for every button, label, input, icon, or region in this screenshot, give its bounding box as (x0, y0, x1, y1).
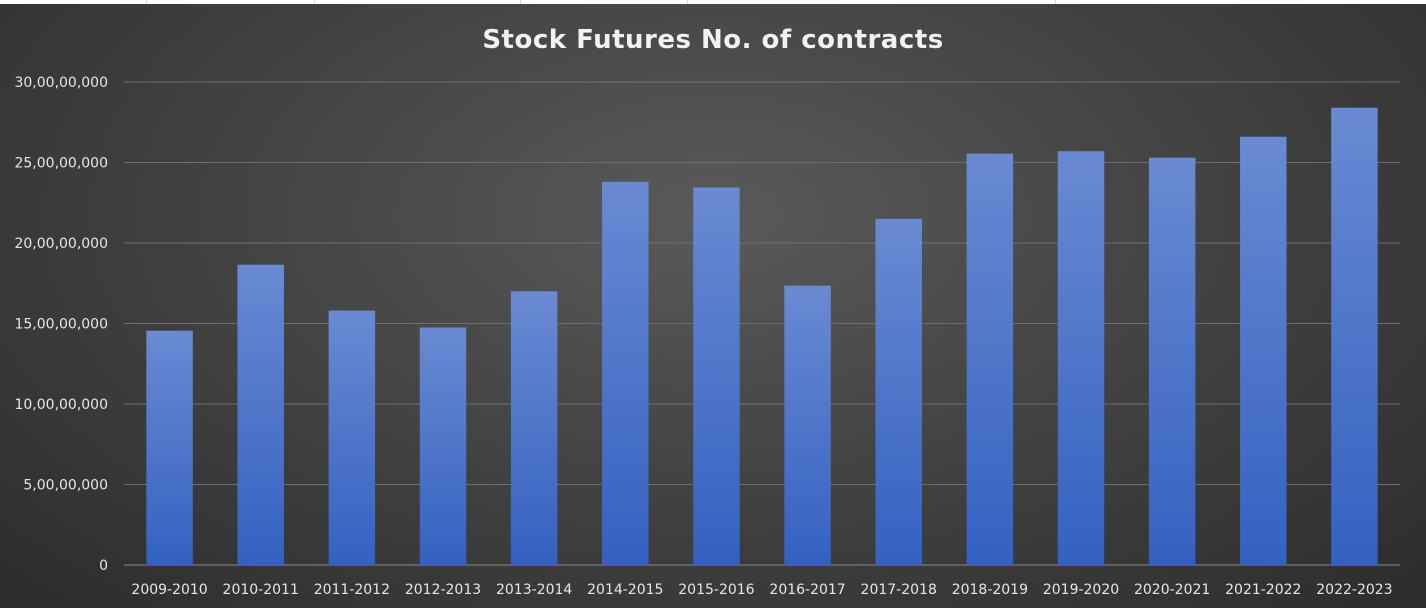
x-tick-label: 2019-2020 (1043, 582, 1119, 598)
x-tick-label: 2018-2019 (952, 582, 1028, 598)
column-separator (687, 0, 688, 4)
bar-2017-2018 (875, 218, 922, 565)
bar-2021-2022 (1240, 136, 1287, 566)
bar-2015-2016 (693, 187, 740, 565)
column-separator (314, 0, 315, 4)
chart-area: Stock Futures No. of contracts 0 5,00,00,… (0, 4, 1426, 608)
y-tick-label: 5,00,00,000 (23, 478, 108, 494)
x-axis-ticks: 2009-2010 2010-2011 2011-2012 2012-2013 2013… (131, 582, 1392, 598)
x-tick-label: 2021-2022 (1225, 582, 1301, 598)
bar-2018-2019 (966, 153, 1014, 565)
gridlines (124, 81, 1400, 566)
bar-2010-2011 (237, 264, 284, 565)
x-tick-label: 2011-2012 (314, 582, 390, 598)
bars (146, 107, 1378, 566)
x-tick-label: 2010-2011 (223, 582, 299, 598)
y-tick-label: 10,00,00,000 (14, 397, 108, 413)
bar-2020-2021 (1148, 157, 1196, 566)
y-axis-ticks: 0 5,00,00,000 10,00,00,000 15,00,00,000 20,0… (14, 75, 108, 574)
bar-2013-2014 (510, 291, 558, 565)
column-separator (146, 0, 147, 4)
y-tick-label: 0 (99, 558, 108, 574)
x-tick-label: 2017-2018 (861, 582, 937, 598)
x-tick-label: 2014-2015 (587, 582, 663, 598)
bar-2019-2020 (1057, 151, 1105, 566)
bar-chart: Stock Futures No. of contracts 0 5,00,00,… (14, 25, 1400, 598)
bar-2011-2012 (328, 310, 376, 565)
x-tick-label: 2016-2017 (769, 582, 845, 598)
y-tick-label: 30,00,00,000 (14, 75, 108, 91)
x-tick-label: 2009-2010 (131, 582, 207, 598)
x-tick-label: 2012-2013 (405, 582, 481, 598)
bar-2022-2023 (1331, 107, 1378, 565)
bar-2016-2017 (784, 285, 831, 565)
column-separator (520, 0, 521, 4)
bar-2014-2015 (602, 181, 649, 565)
top-strip (0, 0, 1426, 4)
x-tick-label: 2022-2023 (1316, 582, 1392, 598)
y-tick-label: 25,00,00,000 (14, 156, 108, 172)
chart-title: Stock Futures No. of contracts (482, 25, 943, 55)
y-tick-label: 20,00,00,000 (14, 236, 108, 252)
x-tick-label: 2013-2014 (496, 582, 572, 598)
x-tick-label: 2020-2021 (1134, 582, 1210, 598)
column-separator (1055, 0, 1056, 4)
bar-2009-2010 (146, 330, 193, 565)
y-tick-label: 15,00,00,000 (14, 317, 108, 333)
bar-2012-2013 (419, 327, 467, 565)
x-tick-label: 2015-2016 (678, 582, 754, 598)
